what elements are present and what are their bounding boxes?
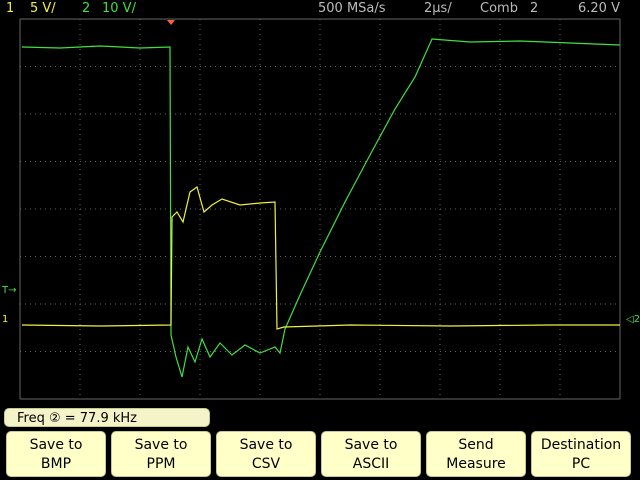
ch1-scale: 5 V/ [30,1,56,16]
trigger-mode: Comb [480,1,518,16]
measurement-readout: Freq ② = 77.9 kHz [4,408,210,427]
trigger-position-marker [167,20,175,25]
softkey-label: ASCII [352,456,390,472]
softkey-label: CSV [251,456,281,472]
softkey[interactable]: Save to CSV [216,431,316,477]
softkey[interactable]: Send Measure [426,431,526,477]
softkey-label: BMP [40,456,72,472]
waveform-display: T→ 1 ◁2 [1,18,640,400]
channel-1-trace [21,186,620,330]
softkey[interactable]: Save to ASCII [321,431,421,477]
softkey-bar: Save to BMP Save to PPM Save to CSV Save to ASC… [6,431,638,478]
softkey-label: PPM [146,456,176,472]
softkey-label: Destination [540,437,622,453]
timebase: 2µs/ [424,1,452,16]
softkey-label: Save to [239,437,293,453]
softkey[interactable]: Destination PC [531,431,631,477]
trigger-level: 6.20 V [578,1,620,16]
status-bar: 1 5 V/ 2 10 V/ 500 MSa/s 2µs/ Comb 2 6.2… [0,0,640,17]
ch2-scale: 10 V/ [102,1,136,16]
ch2-ground-marker: ◁2 [626,314,640,325]
softkey-label: PC [571,456,591,472]
softkey-label: Save to [29,437,83,453]
sample-rate: 500 MSa/s [318,1,386,16]
softkey-label: Save to [344,437,398,453]
softkey-label: Send [458,437,494,453]
ch1-ground-marker: 1 [2,314,8,325]
softkey-label: Save to [134,437,188,453]
trigger-source: 2 [530,1,539,16]
graticule [19,18,621,400]
softkey[interactable]: Save to PPM [111,431,211,477]
trigger-level-marker: T→ [1,285,17,296]
softkey[interactable]: Save to BMP [6,431,106,477]
ch2-label: 2 [82,1,91,16]
softkey-label: Measure [446,456,506,472]
ch1-label: 1 [6,1,15,16]
